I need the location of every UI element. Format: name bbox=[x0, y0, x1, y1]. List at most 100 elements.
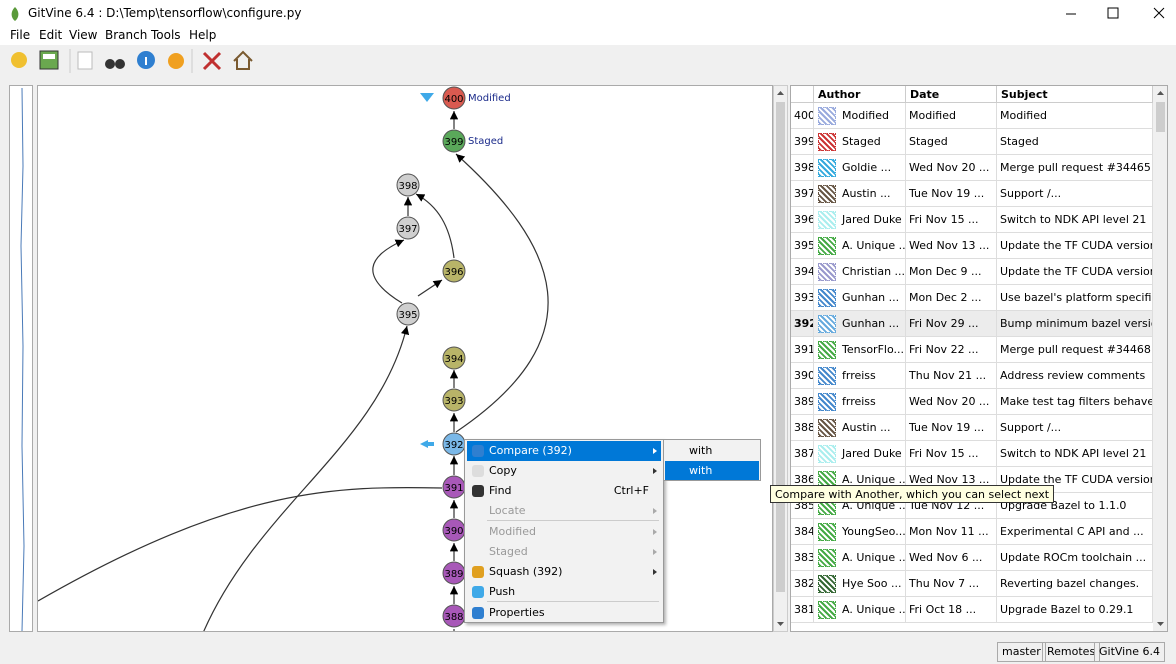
commit-node[interactable] bbox=[442, 388, 466, 412]
table-cell: Bump minimum bazel versio... bbox=[997, 311, 1153, 337]
menu-item: Locate bbox=[467, 501, 661, 521]
avatar bbox=[818, 549, 836, 567]
table-cell: Austin ... bbox=[814, 415, 906, 441]
commit-id: 400 bbox=[444, 94, 463, 105]
avatar bbox=[818, 601, 836, 619]
graph-scrollbar[interactable] bbox=[773, 85, 788, 632]
table-row[interactable]: 383 A. Unique ... Wed Nov 6 ... Update ROCm… bbox=[791, 545, 1153, 571]
commit-node[interactable] bbox=[396, 216, 420, 240]
toolbar bbox=[0, 45, 1176, 77]
table-row[interactable]: 396 Jared Duke Fri Nov 15 ... Switch to NDK… bbox=[791, 207, 1153, 233]
table-cell: Modified bbox=[997, 103, 1153, 129]
menu-item[interactable]: Squash (392) bbox=[467, 562, 661, 582]
menu-item[interactable]: View bbox=[69, 28, 98, 42]
commit-note: Staged bbox=[468, 136, 503, 147]
table-cell: frreiss bbox=[814, 389, 906, 415]
commit-node[interactable] bbox=[396, 302, 420, 326]
table-cell: Upgrade Bazel to 0.29.1 bbox=[997, 597, 1153, 623]
table-row[interactable]: 388 Austin ... Tue Nov 19 ... Support /... bbox=[791, 415, 1153, 441]
table-row[interactable]: 391 TensorFlo... Fri Nov 22 ... Merge pull … bbox=[791, 337, 1153, 363]
menu-item[interactable]: File bbox=[10, 28, 31, 42]
overview-strip[interactable] bbox=[9, 85, 33, 632]
commit-node[interactable] bbox=[442, 129, 466, 153]
commit-node[interactable] bbox=[396, 173, 420, 197]
table-cell: 400 bbox=[791, 103, 814, 129]
table-scrollbar[interactable] bbox=[1153, 86, 1168, 632]
window-controls[interactable] bbox=[1050, 0, 1176, 27]
table-row[interactable]: 398 Goldie ... Wed Nov 20 ... Merge pull re… bbox=[791, 155, 1153, 181]
commit-id: 395 bbox=[398, 310, 417, 321]
table-cell: A. Unique ... bbox=[814, 545, 906, 571]
table-cell: Gunhan ... bbox=[814, 311, 906, 337]
table-row[interactable]: 397 Austin ... Tue Nov 19 ... Support /... bbox=[791, 181, 1153, 207]
commit-node[interactable] bbox=[442, 346, 466, 370]
table-cell: 382 bbox=[791, 571, 814, 597]
table-row[interactable]: 395 A. Unique ... Wed Nov 13 ... Update the… bbox=[791, 233, 1153, 259]
column-header[interactable]: Subject bbox=[997, 86, 1153, 103]
table-row[interactable]: 393 Gunhan ... Mon Dec 2 ... Use bazel's pl… bbox=[791, 285, 1153, 311]
menu-item[interactable]: Find Ctrl+F bbox=[467, 481, 661, 501]
menu-label: Compare (392) bbox=[489, 444, 572, 457]
commit-id: 393 bbox=[444, 396, 463, 407]
table-cell: 389 bbox=[791, 389, 814, 415]
submenu-item[interactable]: with Previous bbox=[689, 444, 736, 476]
menu-label: Copy bbox=[489, 464, 517, 477]
table-cell: Wed Nov 20 ... bbox=[906, 389, 997, 415]
menu-item[interactable]: Edit bbox=[39, 28, 63, 42]
menu-item[interactable]: Copy bbox=[467, 461, 661, 481]
menu-icon bbox=[472, 586, 484, 598]
menu-item[interactable]: Push bbox=[467, 582, 661, 602]
table-cell: 392 bbox=[791, 311, 814, 337]
table-cell: YoungSeo... bbox=[814, 519, 906, 545]
avatar bbox=[818, 159, 836, 177]
commit-id: 390 bbox=[444, 526, 463, 537]
table-cell: 399 bbox=[791, 129, 814, 155]
table-cell: A. Unique ... bbox=[814, 233, 906, 259]
table-row[interactable]: 392Gunhan ...Fri Nov 29 ...Bump minimum … bbox=[791, 311, 1153, 337]
title-bar: GitVine 6.4 : D:\Temp\tensorflow\configu… bbox=[0, 0, 1176, 27]
table-row[interactable]: 389 frreiss Wed Nov 20 ... Make test tag fi… bbox=[791, 389, 1153, 415]
menu-item[interactable]: Properties bbox=[467, 603, 661, 623]
column-header[interactable]: Author bbox=[814, 86, 906, 103]
table-row[interactable]: 387 Jared Duke Fri Nov 15 ... Switch to NDK… bbox=[791, 441, 1153, 467]
table-row[interactable]: 390 frreiss Thu Nov 21 ... Address review c… bbox=[791, 363, 1153, 389]
table-row[interactable]: 400 Modified Modified Modified bbox=[791, 103, 1153, 129]
toolbar-icons[interactable] bbox=[0, 45, 260, 77]
menu-item[interactable]: Help bbox=[189, 28, 217, 42]
submenu-arrow bbox=[653, 549, 657, 555]
current-marker bbox=[420, 440, 434, 448]
table-cell: Staged bbox=[814, 129, 906, 155]
table-row[interactable]: 382 Hye Soo ... Thu Nov 7 ... Reverting baz… bbox=[791, 571, 1153, 597]
avatar bbox=[818, 133, 836, 151]
table-cell: Jared Duke bbox=[814, 207, 906, 233]
menu-label: Push bbox=[489, 585, 516, 598]
avatar bbox=[818, 523, 836, 541]
table-cell: 387 bbox=[791, 441, 814, 467]
submenu-item[interactable]: with Another bbox=[665, 461, 759, 496]
table-cell: Thu Nov 21 ... bbox=[906, 363, 997, 389]
column-header[interactable]: Date bbox=[906, 86, 997, 103]
menu-separator bbox=[487, 601, 659, 602]
table-cell: 386 bbox=[791, 467, 814, 493]
table-row[interactable]: 394 Christian ... Mon Dec 9 ... Update the … bbox=[791, 259, 1153, 285]
table-row[interactable]: 384 YoungSeo... Mon Nov 11 ... Experimental… bbox=[791, 519, 1153, 545]
table-row[interactable]: 399 Staged Staged Staged bbox=[791, 129, 1153, 155]
commit-node[interactable] bbox=[442, 259, 466, 283]
commit-id: 389 bbox=[444, 569, 463, 580]
table-row[interactable]: 381 A. Unique ... Fri Oct 18 ... Upgrade Ba… bbox=[791, 597, 1153, 623]
table-cell: 381 bbox=[791, 597, 814, 623]
avatar bbox=[818, 575, 836, 593]
avatar bbox=[818, 107, 836, 125]
submenu: with Previouswith Another bbox=[663, 439, 761, 496]
table-cell: Update the TF CUDA version ... bbox=[997, 467, 1153, 493]
table-cell: Wed Nov 13 ... bbox=[906, 467, 997, 493]
table-cell: Fri Nov 15 ... bbox=[906, 207, 997, 233]
menu-item[interactable]: Branch bbox=[105, 28, 148, 42]
menu-item[interactable]: Tools bbox=[151, 28, 181, 42]
app-icon bbox=[11, 7, 19, 21]
menu-item[interactable]: Compare (392) bbox=[467, 441, 661, 461]
table-cell: Merge pull request #34468 ... bbox=[997, 337, 1153, 363]
context-menu: Compare (392) Copy Find Ctrl+F Locate Modifie… bbox=[464, 439, 664, 623]
commit-node[interactable] bbox=[442, 86, 466, 110]
